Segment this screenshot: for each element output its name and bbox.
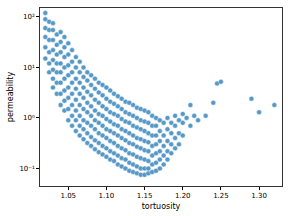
- svg-text:1.05: 1.05: [60, 192, 76, 200]
- svg-text:1.30: 1.30: [251, 192, 267, 200]
- svg-text:tortuosity: tortuosity: [142, 202, 181, 211]
- svg-text:1.20: 1.20: [175, 192, 191, 200]
- svg-text:1.25: 1.25: [213, 192, 229, 200]
- svg-text:1.15: 1.15: [137, 192, 153, 200]
- svg-text:10¹: 10¹: [23, 64, 35, 72]
- svg-text:permeability: permeability: [6, 72, 15, 123]
- svg-text:10⁰: 10⁰: [23, 114, 35, 122]
- svg-text:1.10: 1.10: [99, 192, 115, 200]
- svg-text:10⁻¹: 10⁻¹: [19, 165, 35, 173]
- svg-text:10²: 10²: [23, 13, 35, 21]
